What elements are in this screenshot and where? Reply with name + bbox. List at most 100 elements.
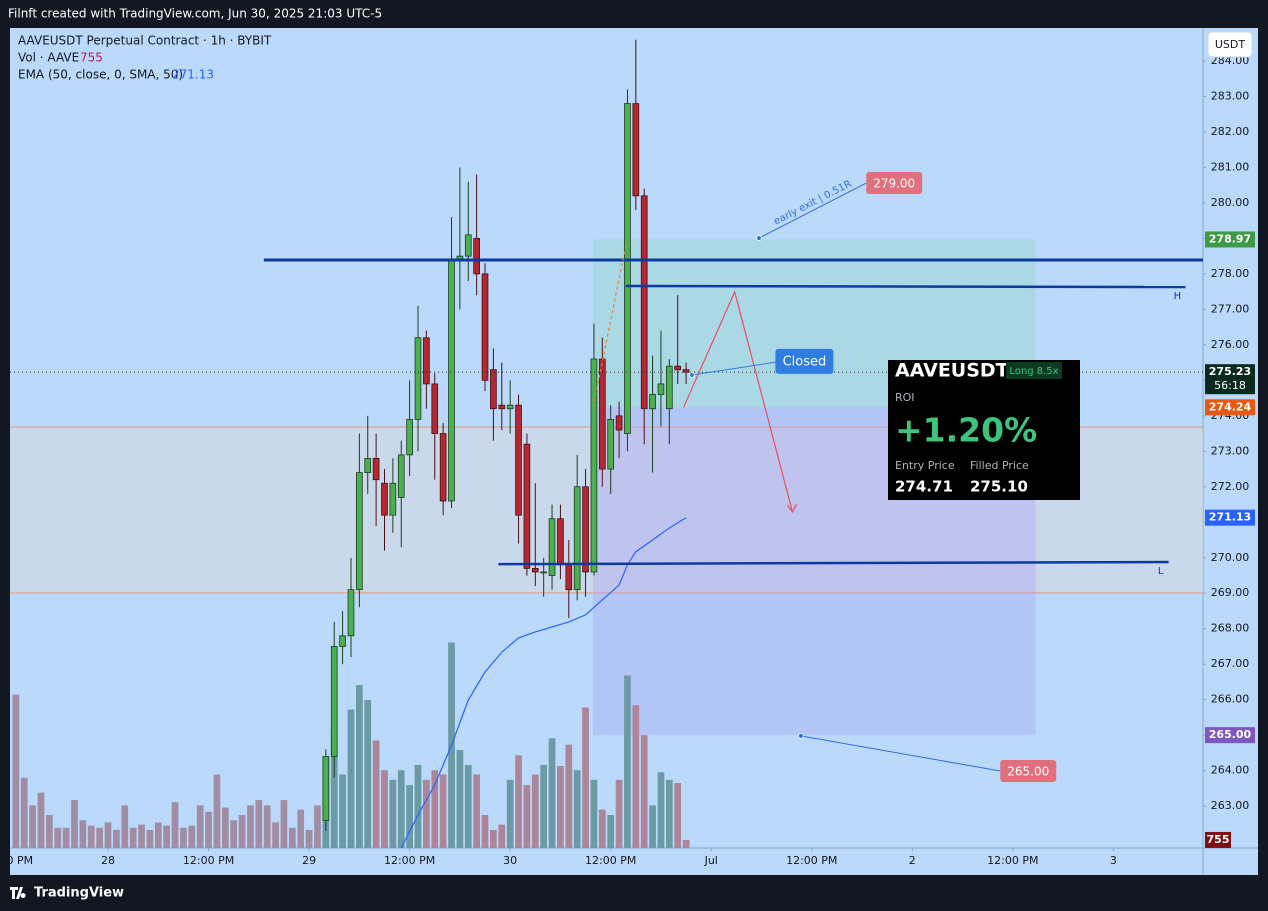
volume-bar <box>389 779 397 848</box>
note-tag-bg <box>1000 760 1057 783</box>
x-tick-label: 12:00 PM <box>987 854 1038 867</box>
candle-body <box>640 195 648 410</box>
card-entry: 274.71 <box>895 478 953 496</box>
candle-body <box>523 443 531 569</box>
volume-bar <box>506 779 514 848</box>
card-roi: +1.20% <box>895 411 1037 450</box>
candle-body <box>389 482 397 516</box>
candle-body <box>565 564 573 591</box>
volume-bar <box>163 825 171 848</box>
note-line <box>800 735 1001 772</box>
currency-button-bg[interactable] <box>1207 31 1253 58</box>
candle-body <box>448 259 455 502</box>
footer: TradingView <box>10 886 124 901</box>
y-tick-label: 276.00 <box>1211 338 1250 351</box>
volume-bar <box>154 822 162 848</box>
card-badge: Long 8.5x <box>1009 366 1058 377</box>
volume-bar <box>523 785 531 848</box>
note-anchor <box>689 372 695 378</box>
volume-bar <box>297 809 305 848</box>
candle-body <box>423 337 430 385</box>
volume-bar <box>372 740 380 848</box>
y-tick-label: 278.00 <box>1211 267 1250 280</box>
x-tick-label: 3 <box>1110 854 1117 867</box>
projection-arrow <box>786 503 798 514</box>
candle-body <box>498 404 506 410</box>
volume-bar <box>397 770 405 848</box>
x-tick-label: 2 <box>909 854 916 867</box>
candle-body <box>414 337 422 420</box>
volume-bar <box>682 839 690 848</box>
candle-body <box>573 486 581 591</box>
volume-bar <box>607 814 615 848</box>
volume-bar <box>29 805 36 848</box>
volume-bar <box>46 814 53 848</box>
ema-legend: EMA (50, close, 0, SMA, 50) <box>18 68 183 82</box>
note-anchor <box>756 235 762 241</box>
candle-body <box>356 472 363 591</box>
volume-bar <box>20 777 28 848</box>
volume-bar <box>314 805 321 848</box>
candle-body <box>490 369 497 410</box>
y-tick-label: 281.00 <box>1211 160 1250 173</box>
candle-body <box>548 518 556 576</box>
volume-bar <box>247 805 254 848</box>
y-tick-label: 282.00 <box>1211 125 1250 138</box>
y-tick-label: 280.00 <box>1211 196 1250 209</box>
volume-bar <box>171 802 179 848</box>
y-tick-label: 273.00 <box>1211 444 1250 457</box>
card-symbol: AAVEUSDT <box>895 360 1009 382</box>
card-bg <box>888 360 1080 500</box>
candle-body <box>347 589 355 637</box>
candle-body <box>481 273 489 381</box>
currency-label[interactable]: USDT <box>1215 38 1246 51</box>
volume-bar <box>87 825 95 848</box>
price-tag-bg <box>1205 727 1255 744</box>
card-entry-label: Entry Price <box>895 459 955 472</box>
volume-bar <box>146 829 154 848</box>
volume-bar <box>180 827 187 848</box>
volume-bar <box>540 764 548 848</box>
volume-bar <box>263 805 271 848</box>
candle-body <box>557 518 564 566</box>
x-tick-label: 12:00 PM <box>384 854 435 867</box>
candle-body <box>406 418 413 456</box>
volume-bar <box>196 805 204 848</box>
volume-bar <box>473 774 480 848</box>
y-tick-label: 270.00 <box>1211 551 1250 564</box>
price-tag-bg <box>1205 231 1255 248</box>
y-tick-label: 283.00 <box>1211 89 1250 102</box>
volume-bar <box>565 744 573 848</box>
price-tag: 275.23 <box>1209 365 1251 378</box>
candle-body <box>632 103 640 197</box>
card-filled: 275.10 <box>970 478 1028 496</box>
x-tick-label: 29 <box>302 854 316 867</box>
x-tick-label: 12:00 PM <box>0 854 33 867</box>
volume-bar <box>221 807 229 848</box>
volume-bar <box>624 675 631 848</box>
volume-bar <box>238 814 246 848</box>
candle-body <box>372 458 380 481</box>
candle-body <box>364 458 372 473</box>
volume-bar <box>12 694 20 848</box>
candle-body <box>598 358 606 470</box>
footer-logo <box>10 887 26 899</box>
candle-body <box>322 756 330 821</box>
volume-bar <box>640 735 648 848</box>
candle-body <box>649 394 656 410</box>
time-axis: 12:00 PM 28 12:00 PM 29 12:00 PM 30 12:00 PM Ju… <box>0 848 1117 867</box>
price-tag-bg <box>1205 364 1255 395</box>
price-tag: 271.13 <box>1209 511 1251 524</box>
volume-bar <box>431 770 439 848</box>
volume-bar <box>129 827 137 848</box>
volume-bar <box>414 764 422 848</box>
note-line <box>758 182 867 239</box>
ema-legend-value: 271.13 <box>172 68 214 82</box>
candle-body <box>624 103 631 434</box>
price-tag: 278.97 <box>1209 232 1251 245</box>
currency-button[interactable]: USDT <box>1207 31 1253 58</box>
candle-body <box>381 482 388 516</box>
price-tag-bg <box>1205 399 1255 416</box>
